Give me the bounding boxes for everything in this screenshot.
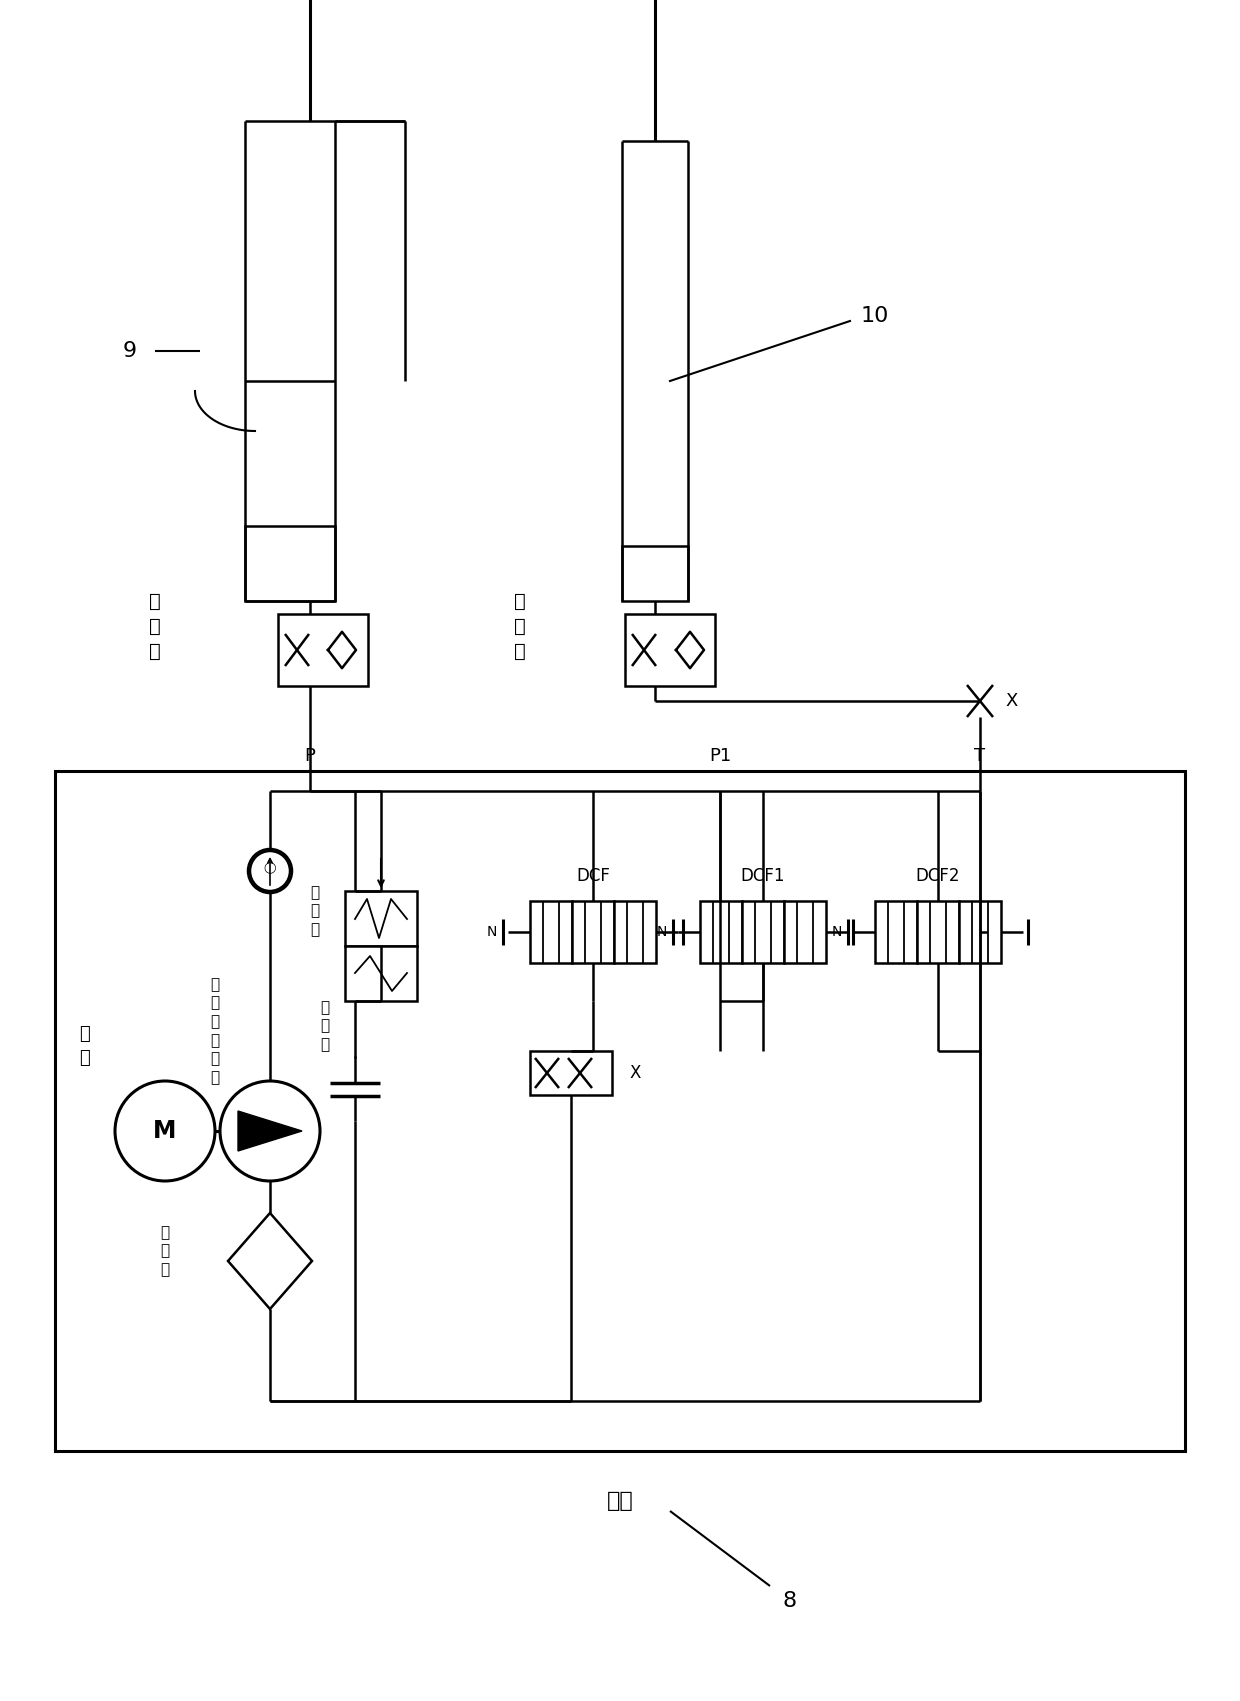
Text: 油箱: 油箱	[606, 1492, 634, 1510]
Bar	[742, 902, 784, 963]
Bar	[622, 546, 688, 600]
Text: N: N	[487, 925, 497, 939]
Text: 10: 10	[861, 306, 889, 327]
Text: 过
滤
器: 过 滤 器	[160, 1225, 170, 1277]
Text: 防
爆
阀: 防 爆 阀	[149, 592, 161, 660]
Polygon shape	[238, 1111, 303, 1152]
Bar	[701, 902, 742, 963]
Text: X: X	[630, 1065, 641, 1082]
Text: 缓
冲
器: 缓 冲 器	[320, 1000, 330, 1053]
Text: DCF: DCF	[577, 868, 610, 885]
Bar	[246, 526, 335, 600]
Text: T: T	[975, 747, 986, 765]
Text: 调
压
阀: 调 压 阀	[310, 885, 320, 937]
Text: 9: 9	[123, 340, 138, 361]
Text: N: N	[657, 925, 667, 939]
Text: 电
机: 电 机	[79, 1026, 91, 1067]
Text: DCF1: DCF1	[740, 868, 785, 885]
Text: 防
爆
阀: 防 爆 阀	[515, 592, 526, 660]
Text: P1: P1	[709, 747, 732, 765]
Bar	[345, 946, 417, 1000]
Bar	[959, 902, 1001, 963]
Text: 单
向
阀
液
压
泵: 单 向 阀 液 压 泵	[211, 976, 219, 1085]
Bar	[875, 902, 918, 963]
Text: 8: 8	[782, 1590, 797, 1611]
Bar	[784, 902, 826, 963]
Bar	[529, 902, 572, 963]
Text: DCF2: DCF2	[916, 868, 960, 885]
Text: M: M	[154, 1119, 176, 1143]
Bar	[55, 771, 1185, 1451]
Bar	[918, 902, 959, 963]
Bar	[345, 891, 417, 946]
Bar	[572, 902, 614, 963]
Bar	[614, 902, 656, 963]
Text: P: P	[305, 747, 315, 765]
Bar	[278, 614, 368, 686]
Text: X: X	[1006, 692, 1018, 709]
Bar	[625, 614, 715, 686]
Text: ◯: ◯	[264, 862, 277, 874]
Bar	[529, 1051, 613, 1095]
Text: N: N	[832, 925, 842, 939]
